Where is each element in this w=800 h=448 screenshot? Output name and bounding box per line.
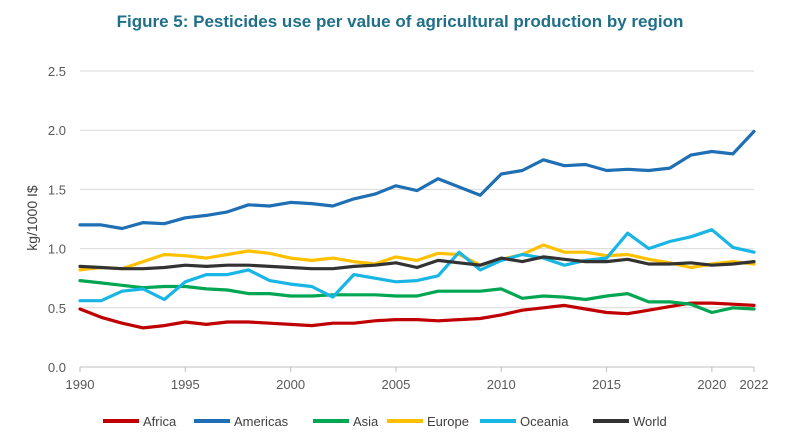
- legend-label-asia: Asia: [353, 414, 379, 429]
- y-tick-label: 2.0: [48, 123, 66, 138]
- x-tick-label: 2015: [592, 377, 621, 392]
- x-tick-label: 2022: [740, 377, 769, 392]
- legend-label-americas: Americas: [234, 414, 289, 429]
- y-tick-label: 0.5: [48, 301, 66, 316]
- series-line-asia: [78, 279, 756, 315]
- y-axis-ticks: 0.0 0.5 1.0 1.5 2.0 2.5: [48, 64, 66, 375]
- series-line-europe: [78, 243, 756, 272]
- y-tick-label: 1.5: [48, 182, 66, 197]
- x-tick-label: 2010: [487, 377, 516, 392]
- legend-label-africa: Africa: [143, 414, 177, 429]
- y-tick-label: 0.0: [48, 360, 66, 375]
- x-tick-label: 2000: [276, 377, 305, 392]
- legend-label-oceania: Oceania: [520, 414, 569, 429]
- x-axis-ticks: 1990 1995 2000 2005 2010 2015 2020 2022: [66, 367, 769, 392]
- x-tick-label: 1995: [171, 377, 200, 392]
- series-line-africa: [78, 301, 756, 330]
- chart-title: Figure 5: Pesticides use per value of ag…: [117, 12, 684, 31]
- legend-label-world: World: [633, 414, 667, 429]
- y-axis-label: kg/1000 I$: [24, 185, 40, 251]
- series-line-americas: [78, 129, 756, 231]
- legend-label-europe: Europe: [427, 414, 469, 429]
- x-tick-label: 2005: [381, 377, 410, 392]
- legend: Africa Americas Asia Europe Oceania World: [103, 414, 667, 429]
- series-line-world: [78, 255, 756, 271]
- y-tick-label: 1.0: [48, 242, 66, 257]
- x-tick-label: 2020: [697, 377, 726, 392]
- series-line-oceania: [78, 228, 756, 303]
- y-tick-label: 2.5: [48, 64, 66, 79]
- x-tick-label: 1990: [66, 377, 95, 392]
- series-lines: [78, 129, 756, 330]
